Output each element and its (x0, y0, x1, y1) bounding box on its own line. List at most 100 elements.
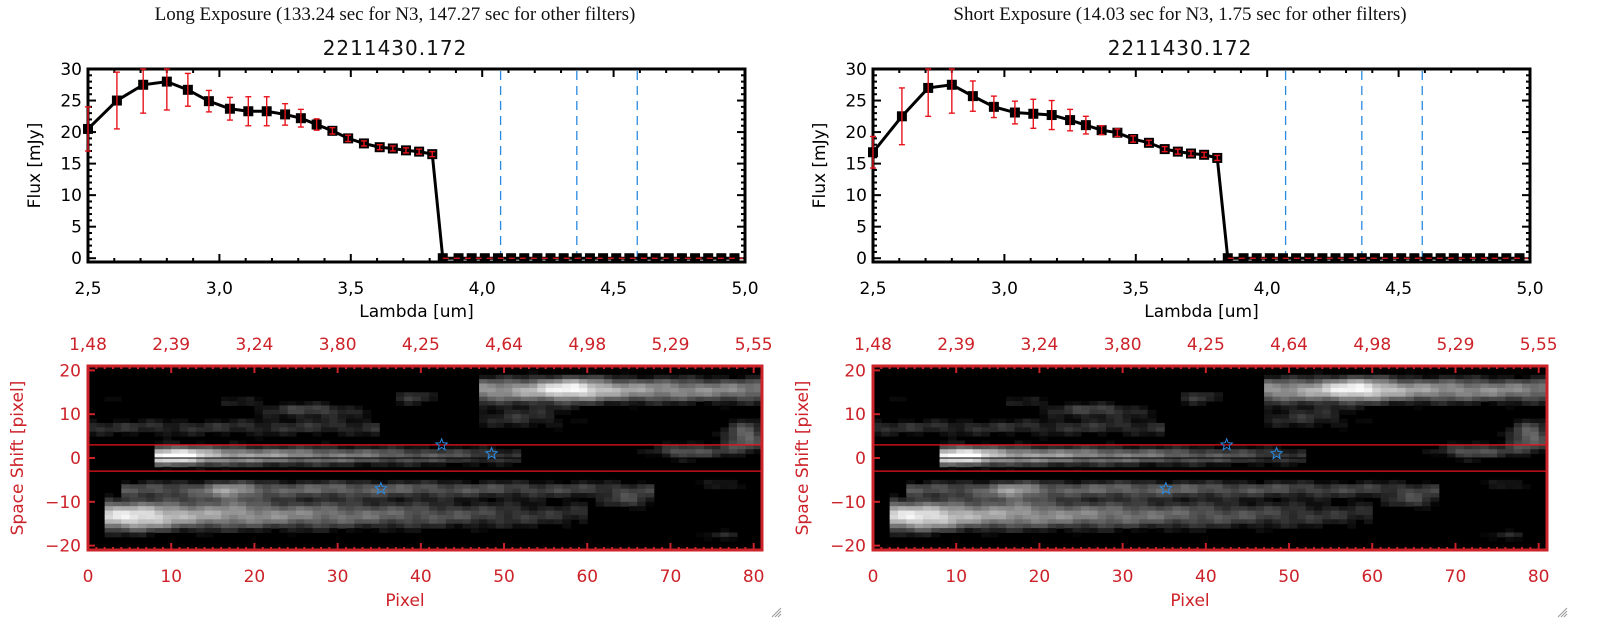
image-pixel (972, 479, 982, 485)
image-pixel (387, 497, 397, 503)
image-pixel (454, 444, 463, 450)
image-pixel (1380, 479, 1390, 485)
image-pixel (1089, 409, 1099, 415)
image-pixel (956, 479, 966, 485)
image-pixel (1239, 497, 1248, 503)
image-pixel (1255, 488, 1265, 494)
image-pixel (728, 387, 738, 393)
image-pixel (947, 506, 957, 512)
image-pixel (137, 501, 147, 507)
image-pixel (146, 479, 156, 485)
image-pixel (1405, 370, 1415, 376)
image-pixel (1314, 422, 1323, 428)
image-pixel (1513, 392, 1523, 398)
image-pixel (745, 418, 755, 424)
image-pixel (187, 431, 197, 437)
image-pixel (304, 458, 314, 463)
image-pixel (922, 501, 932, 507)
resize-grip-icon[interactable] (770, 606, 782, 618)
image-pixel (897, 532, 907, 538)
image-pixel (1089, 528, 1099, 533)
image-pixel (196, 444, 205, 450)
image-pixel (1455, 387, 1465, 393)
image-pixel (462, 458, 472, 463)
image-pixel (312, 479, 322, 485)
image-pixel (1264, 479, 1273, 485)
data-point (598, 253, 609, 264)
image-pixel (1230, 523, 1240, 529)
image-pixel (279, 444, 289, 450)
image-pixel (1239, 519, 1248, 525)
image-pixel (1430, 379, 1440, 385)
image-pixel (603, 484, 613, 490)
image-pixel (370, 462, 380, 468)
image-pixel (445, 514, 455, 520)
image-pixel (1247, 453, 1257, 459)
image-pixel (873, 418, 882, 424)
image-pixel (279, 519, 289, 525)
image-pixel (1505, 479, 1515, 485)
image-pixel (1180, 510, 1190, 516)
image-pixel (1014, 449, 1024, 455)
image-pixel (1347, 523, 1357, 529)
image-pixel (121, 519, 131, 525)
image-pixel (637, 401, 647, 406)
image-pixel (1264, 379, 1273, 385)
image-pixel (1305, 514, 1315, 520)
image-pixel (362, 479, 372, 485)
image-pixel (1314, 497, 1323, 503)
image-pixel (1172, 484, 1182, 490)
image-pixel (379, 462, 389, 468)
image-pixel (1122, 409, 1132, 415)
image-pixel (354, 501, 364, 507)
image-pixel (1205, 501, 1215, 507)
image-pixel (1338, 506, 1348, 512)
image-pixel (320, 488, 330, 494)
image-pixel (1272, 418, 1282, 424)
image-pixel (720, 405, 730, 411)
image-pixel (662, 401, 671, 406)
image-pixel (1214, 458, 1223, 463)
image-pixel (1105, 528, 1115, 533)
image-pixel (1047, 501, 1057, 507)
image-pixel (254, 528, 264, 533)
image-pixel (512, 392, 522, 398)
star-marker-icon (1269, 446, 1284, 460)
image-pixel (889, 510, 899, 516)
image-pixel (1305, 497, 1315, 503)
image-pixel (1505, 379, 1515, 385)
image-pixel (1280, 422, 1290, 428)
image-pixel (989, 422, 999, 428)
image-pixel (1522, 418, 1531, 424)
image-pixel (254, 431, 264, 437)
image-pixel (737, 387, 746, 393)
image-pixel (487, 493, 497, 498)
image-pixel (1505, 387, 1515, 393)
image-pixel (1455, 449, 1465, 455)
image-pixel (645, 379, 655, 385)
image-pixel (262, 497, 272, 503)
image-pixel (1081, 484, 1090, 490)
image-pixel (1289, 387, 1298, 393)
image-pixel (320, 458, 330, 463)
image-pixel (1081, 414, 1090, 420)
image-pixel (1522, 440, 1531, 446)
image-pixel (1347, 484, 1357, 490)
image-pixel (1180, 453, 1190, 459)
image-pixel (229, 501, 239, 507)
image-pixel (354, 514, 364, 520)
image-pixel (312, 422, 322, 428)
image-pixel (881, 422, 891, 428)
image-pixel (370, 458, 380, 463)
image-pixel (354, 523, 364, 529)
image-pixel (162, 528, 172, 533)
image-pixel (1530, 379, 1540, 385)
resize-grip-icon[interactable] (1556, 606, 1568, 618)
image-pixel (956, 427, 966, 433)
image-pixel (504, 401, 513, 406)
image-pixel (454, 501, 463, 507)
image-pixel (1513, 427, 1523, 433)
image-pixel (88, 418, 97, 424)
image-pixel (196, 449, 205, 455)
image-pixel (1139, 493, 1149, 498)
